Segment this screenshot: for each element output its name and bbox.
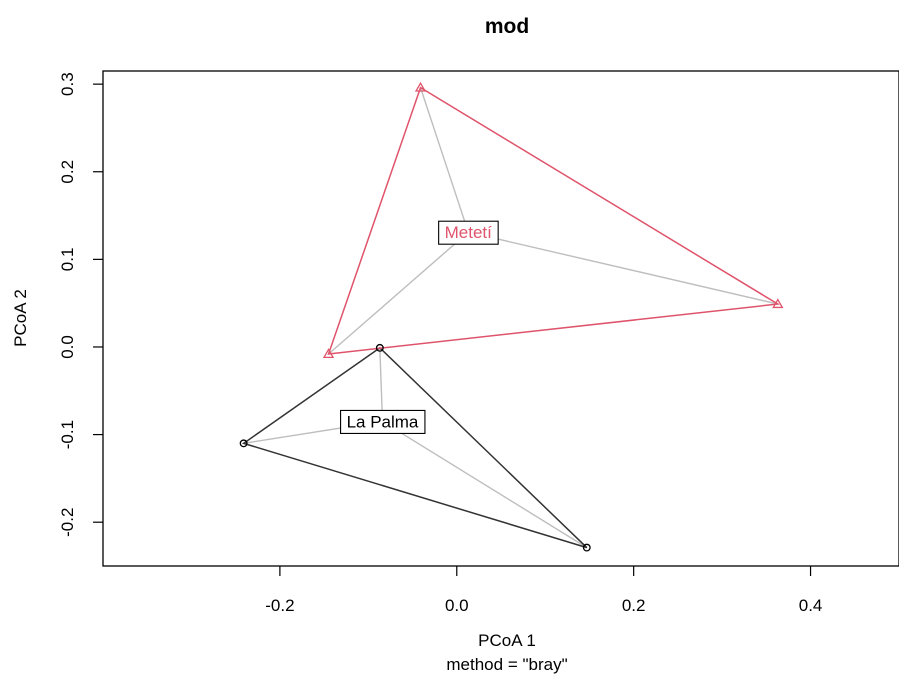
spider-line xyxy=(328,231,469,355)
y-axis-label: PCoA 2 xyxy=(11,289,30,347)
plot-frame xyxy=(102,70,899,567)
group-label-text: La Palma xyxy=(347,412,419,431)
x-tick-label: 0.0 xyxy=(445,596,469,615)
group-label-box xyxy=(438,220,499,245)
y-tick-label: -0.1 xyxy=(58,420,77,449)
data-point xyxy=(772,298,784,309)
group-label-text: Metetí xyxy=(445,223,493,242)
spider-line xyxy=(468,231,778,305)
x-axis: -0.2 0.0 0.2 0.4 xyxy=(265,566,822,615)
y-tick-label: 0.1 xyxy=(58,248,77,272)
data-points xyxy=(239,81,784,552)
y-tick-label: 0.0 xyxy=(58,335,77,359)
x-axis-label: PCoA 1 xyxy=(478,631,536,650)
data-point xyxy=(375,343,384,352)
x-tick-label: -0.2 xyxy=(265,596,294,615)
group-label-box xyxy=(340,409,426,434)
data-point xyxy=(322,348,335,359)
hull-polygons xyxy=(241,86,781,549)
group-label: Metetí xyxy=(438,220,499,245)
data-point xyxy=(582,543,591,552)
y-tick-label: 0.3 xyxy=(58,72,77,96)
hull-0 xyxy=(241,346,588,549)
x-axis-sublabel: method = "bray" xyxy=(446,655,567,674)
y-tick-label: -0.2 xyxy=(58,508,77,537)
data-point xyxy=(239,439,248,448)
x-tick-label: 0.4 xyxy=(799,596,823,615)
group-label: La Palma xyxy=(340,409,426,434)
spider-line xyxy=(419,87,469,233)
y-axis: -0.2 -0.1 0.0 0.1 0.2 0.3 xyxy=(58,72,103,537)
data-point xyxy=(414,81,427,92)
group-labels: La Palma Metetí xyxy=(340,220,499,434)
x-tick-label: 0.2 xyxy=(622,596,646,615)
spider-line xyxy=(379,347,384,422)
spider-lines xyxy=(243,87,778,549)
hull-1 xyxy=(327,86,781,355)
spider-line xyxy=(382,420,588,549)
y-tick-label: 0.2 xyxy=(58,160,77,184)
chart-title: mod xyxy=(485,15,529,38)
